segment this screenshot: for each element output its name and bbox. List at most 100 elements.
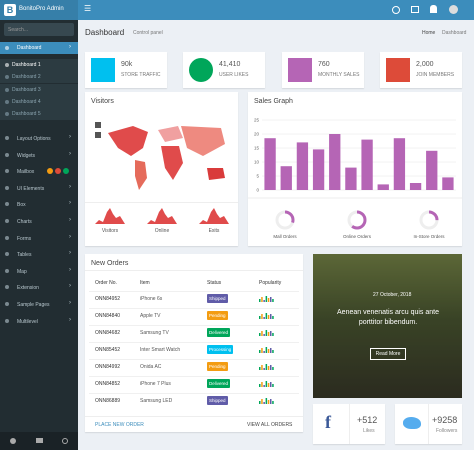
- nav-icon: [5, 75, 9, 80]
- popularity-sparkline: [259, 364, 274, 370]
- mail-icon[interactable]: [411, 6, 419, 13]
- spark-bar: [263, 317, 265, 319]
- twitter-icon[interactable]: [403, 417, 421, 429]
- nav-item[interactable]: Layout Options ›: [0, 132, 78, 146]
- nav-item[interactable]: Extension ›: [0, 281, 78, 295]
- sparkline-label: Visitors: [101, 228, 119, 234]
- stat-box: 90k STORE TRAFFIC: [85, 52, 167, 88]
- bar: [361, 139, 373, 190]
- spark-bar: [261, 382, 263, 387]
- nav-item[interactable]: Sample Pages ›: [0, 298, 78, 312]
- nav-label: Layout Options: [17, 136, 51, 142]
- nav-item[interactable]: Dashboard ›: [0, 42, 78, 54]
- nav-label: Widgets: [17, 152, 36, 159]
- nav-label: Forms: [17, 235, 32, 242]
- read-more-button[interactable]: Read More: [370, 348, 406, 360]
- spark-bar: [272, 350, 274, 353]
- australia: [207, 168, 225, 180]
- status-badge: Pending: [207, 311, 228, 320]
- spark-bar: [270, 314, 272, 319]
- stat-value: 2,000: [416, 61, 434, 68]
- row-divider: [89, 342, 299, 343]
- nav-icon: [5, 99, 9, 104]
- sparkline-label: Online: [154, 228, 170, 234]
- sparkline-area: [199, 208, 229, 224]
- sales-chart: 0 5 10 15 20 25 Mall Orders Online Orders In-Sto…: [248, 118, 462, 239]
- nav-item[interactable]: Forms ›: [0, 232, 78, 246]
- menu-toggle[interactable]: ☰: [84, 4, 92, 13]
- spark-bar: [263, 351, 265, 353]
- column-header: Popularity: [259, 280, 282, 286]
- place-order-link[interactable]: PLACE NEW ORDER: [95, 422, 144, 428]
- user-icon[interactable]: [392, 6, 400, 14]
- spark-bar: [272, 384, 274, 387]
- nav-item[interactable]: Tables ›: [0, 248, 78, 262]
- chevron: ›: [69, 250, 71, 257]
- spark-bar: [267, 400, 270, 404]
- mail-footer-icon[interactable]: [36, 438, 43, 443]
- stat-box: 760 MONTHLY SALES: [282, 52, 364, 88]
- search-box[interactable]: Search...: [4, 23, 74, 36]
- sparkline-area: [147, 208, 177, 224]
- spark-bar: [259, 333, 261, 336]
- nav-item[interactable]: Dashboard 2: [0, 71, 78, 84]
- popularity-sparkline: [259, 398, 274, 404]
- facebook-icon[interactable]: f: [325, 412, 331, 432]
- spark-bar: [267, 366, 270, 370]
- zoom-out[interactable]: [95, 132, 101, 138]
- nav-item[interactable]: Map ›: [0, 265, 78, 279]
- followers-count: +9258: [432, 415, 458, 425]
- popularity-sparkline: [259, 296, 274, 302]
- spark-bar: [272, 367, 274, 370]
- donut-label: Mall Orders: [273, 234, 297, 239]
- spark-bar: [265, 330, 268, 336]
- nav-item[interactable]: UI Elements ›: [0, 182, 78, 196]
- column-header: Item: [140, 280, 150, 286]
- nav-item[interactable]: Dashboard 3: [0, 83, 78, 96]
- nav-item[interactable]: Charts ›: [0, 215, 78, 229]
- spark-bar: [270, 331, 272, 336]
- spark-bar: [265, 347, 268, 353]
- badge: [63, 168, 69, 175]
- sparkline-label: Exits: [208, 228, 220, 234]
- nav-icon: [5, 235, 9, 240]
- followers-label: Followers: [436, 428, 458, 434]
- settings-icon[interactable]: [10, 438, 16, 444]
- zoom-in[interactable]: [95, 122, 101, 128]
- sparkline: [199, 208, 229, 224]
- stat-value: 90k: [121, 61, 133, 68]
- row-divider: [89, 376, 299, 377]
- divider: [85, 270, 303, 271]
- nav-icon: [5, 152, 9, 157]
- nav-label: Map: [17, 268, 27, 275]
- nav-icon: [5, 169, 9, 174]
- view-orders-link[interactable]: VIEW ALL ORDERS: [247, 422, 293, 428]
- y-tick-label: 20: [254, 132, 260, 137]
- nav-item[interactable]: Box ›: [0, 198, 78, 212]
- chevron: ›: [69, 217, 71, 223]
- stat-icon: [386, 58, 410, 82]
- nav-icon: [5, 219, 9, 223]
- nav-label: Multilevel: [17, 318, 38, 325]
- spark-bar: [263, 402, 265, 404]
- nav-item[interactable]: Widgets ›: [0, 149, 78, 163]
- nav-item[interactable]: Dashboard 5: [0, 108, 78, 121]
- nav-item[interactable]: Mailbox: [0, 165, 78, 179]
- power-icon[interactable]: [62, 438, 68, 444]
- avatar[interactable]: [449, 5, 458, 14]
- nav-item[interactable]: Dashboard 1: [0, 59, 78, 71]
- nav-icon: [5, 285, 9, 290]
- facebook-box: f +512 Likes: [313, 404, 385, 444]
- nav-item[interactable]: Dashboard 4: [0, 95, 78, 108]
- bar: [426, 150, 438, 190]
- breadcrumb-home[interactable]: Home: [422, 30, 436, 36]
- nav-item[interactable]: Multilevel ›: [0, 315, 78, 329]
- divider: [85, 202, 238, 203]
- twitter-box: +9258 Followers: [395, 404, 462, 444]
- bell-icon[interactable]: [430, 5, 437, 13]
- column-header: Status: [207, 280, 222, 286]
- spark-bar: [263, 334, 265, 336]
- nav-label: Dashboard 3: [12, 86, 41, 93]
- brand[interactable]: B BonitoPro Admin: [0, 0, 78, 20]
- nav-icon: [5, 202, 9, 207]
